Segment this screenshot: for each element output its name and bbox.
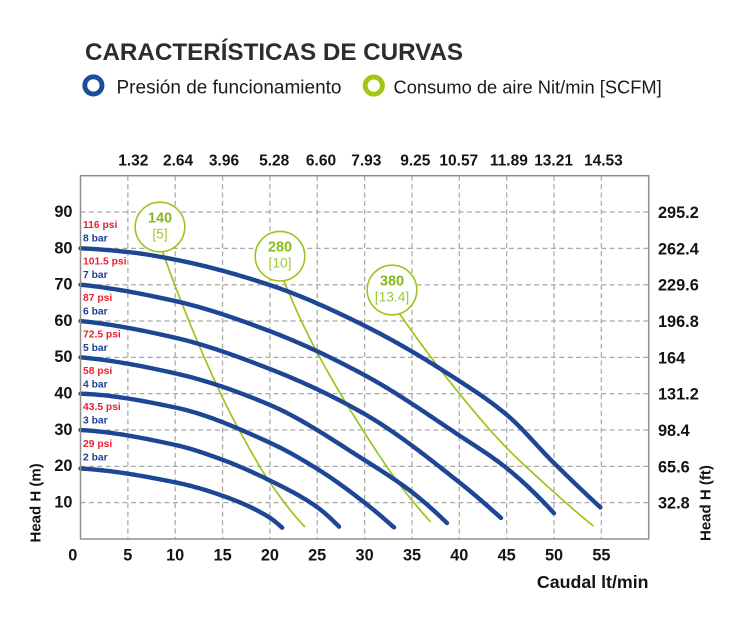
- svg-text:CARACTERÍSTICAS DE CURVAS: CARACTERÍSTICAS DE CURVAS: [85, 38, 463, 66]
- svg-text:8 bar: 8 bar: [83, 234, 108, 245]
- svg-text:40: 40: [54, 385, 72, 403]
- svg-text:2 bar: 2 bar: [83, 452, 108, 463]
- svg-text:25: 25: [308, 546, 326, 564]
- svg-text:101.5 psi: 101.5 psi: [83, 257, 127, 268]
- svg-text:55: 55: [592, 546, 610, 564]
- svg-text:11.89: 11.89: [490, 153, 528, 170]
- svg-text:60: 60: [54, 312, 72, 330]
- svg-text:3 bar: 3 bar: [83, 416, 108, 427]
- svg-text:98.4: 98.4: [658, 422, 690, 440]
- svg-text:5.28: 5.28: [259, 153, 290, 170]
- svg-text:295.2: 295.2: [658, 204, 699, 222]
- svg-text:2.64: 2.64: [163, 153, 194, 170]
- svg-text:10.57: 10.57: [439, 153, 478, 170]
- svg-text:7 bar: 7 bar: [83, 270, 108, 281]
- svg-text:10: 10: [54, 494, 72, 512]
- svg-text:30: 30: [356, 546, 374, 564]
- svg-text:Consumo de aire Nit/min [SCFM]: Consumo de aire Nit/min [SCFM]: [394, 77, 662, 98]
- svg-text:50: 50: [54, 348, 72, 366]
- svg-text:262.4: 262.4: [658, 240, 699, 258]
- svg-text:20: 20: [261, 546, 279, 564]
- svg-text:20: 20: [54, 457, 72, 475]
- svg-text:45: 45: [498, 546, 516, 564]
- svg-text:5: 5: [123, 546, 132, 564]
- svg-text:35: 35: [403, 546, 421, 564]
- svg-text:380: 380: [380, 274, 404, 290]
- svg-text:14.53: 14.53: [584, 153, 623, 170]
- svg-text:58 psi: 58 psi: [83, 366, 112, 377]
- svg-text:10: 10: [166, 546, 184, 564]
- svg-text:5 bar: 5 bar: [83, 343, 108, 354]
- svg-text:3.96: 3.96: [209, 153, 240, 170]
- svg-text:7.93: 7.93: [351, 153, 382, 170]
- svg-text:Head H (ft): Head H (ft): [698, 465, 715, 541]
- svg-text:87 psi: 87 psi: [83, 293, 112, 304]
- svg-text:131.2: 131.2: [658, 386, 699, 404]
- svg-text:164: 164: [658, 349, 685, 367]
- svg-text:[10]: [10]: [268, 256, 291, 271]
- svg-text:50: 50: [545, 546, 563, 564]
- svg-text:0: 0: [68, 546, 77, 564]
- svg-text:70: 70: [54, 276, 72, 294]
- svg-text:4 bar: 4 bar: [83, 379, 108, 390]
- svg-text:13.21: 13.21: [534, 153, 573, 170]
- svg-text:6.60: 6.60: [306, 153, 336, 170]
- svg-text:196.8: 196.8: [658, 313, 699, 331]
- svg-text:1.32: 1.32: [118, 153, 148, 170]
- svg-text:40: 40: [450, 546, 468, 564]
- svg-text:6 bar: 6 bar: [83, 307, 108, 318]
- svg-text:90: 90: [54, 203, 72, 221]
- svg-text:30: 30: [54, 421, 72, 439]
- svg-text:116 psi: 116 psi: [83, 220, 117, 231]
- svg-text:229.6: 229.6: [658, 277, 699, 295]
- svg-text:80: 80: [54, 239, 72, 257]
- svg-text:65.6: 65.6: [658, 458, 690, 476]
- svg-text:72.5 psi: 72.5 psi: [83, 329, 121, 340]
- svg-text:32.8: 32.8: [658, 495, 690, 513]
- svg-text:280: 280: [268, 240, 292, 256]
- svg-text:[13.4]: [13.4]: [375, 290, 410, 305]
- svg-text:15: 15: [214, 546, 232, 564]
- svg-text:140: 140: [148, 211, 172, 227]
- svg-text:Presión de funcionamiento: Presión de funcionamiento: [117, 78, 342, 99]
- svg-text:Caudal lt/min: Caudal lt/min: [537, 572, 649, 592]
- svg-text:43.5 psi: 43.5 psi: [83, 402, 121, 413]
- svg-text:9.25: 9.25: [400, 153, 431, 170]
- svg-text:29 psi: 29 psi: [83, 439, 112, 450]
- svg-text:[5]: [5]: [152, 227, 167, 242]
- svg-text:Head H (m): Head H (m): [27, 463, 44, 542]
